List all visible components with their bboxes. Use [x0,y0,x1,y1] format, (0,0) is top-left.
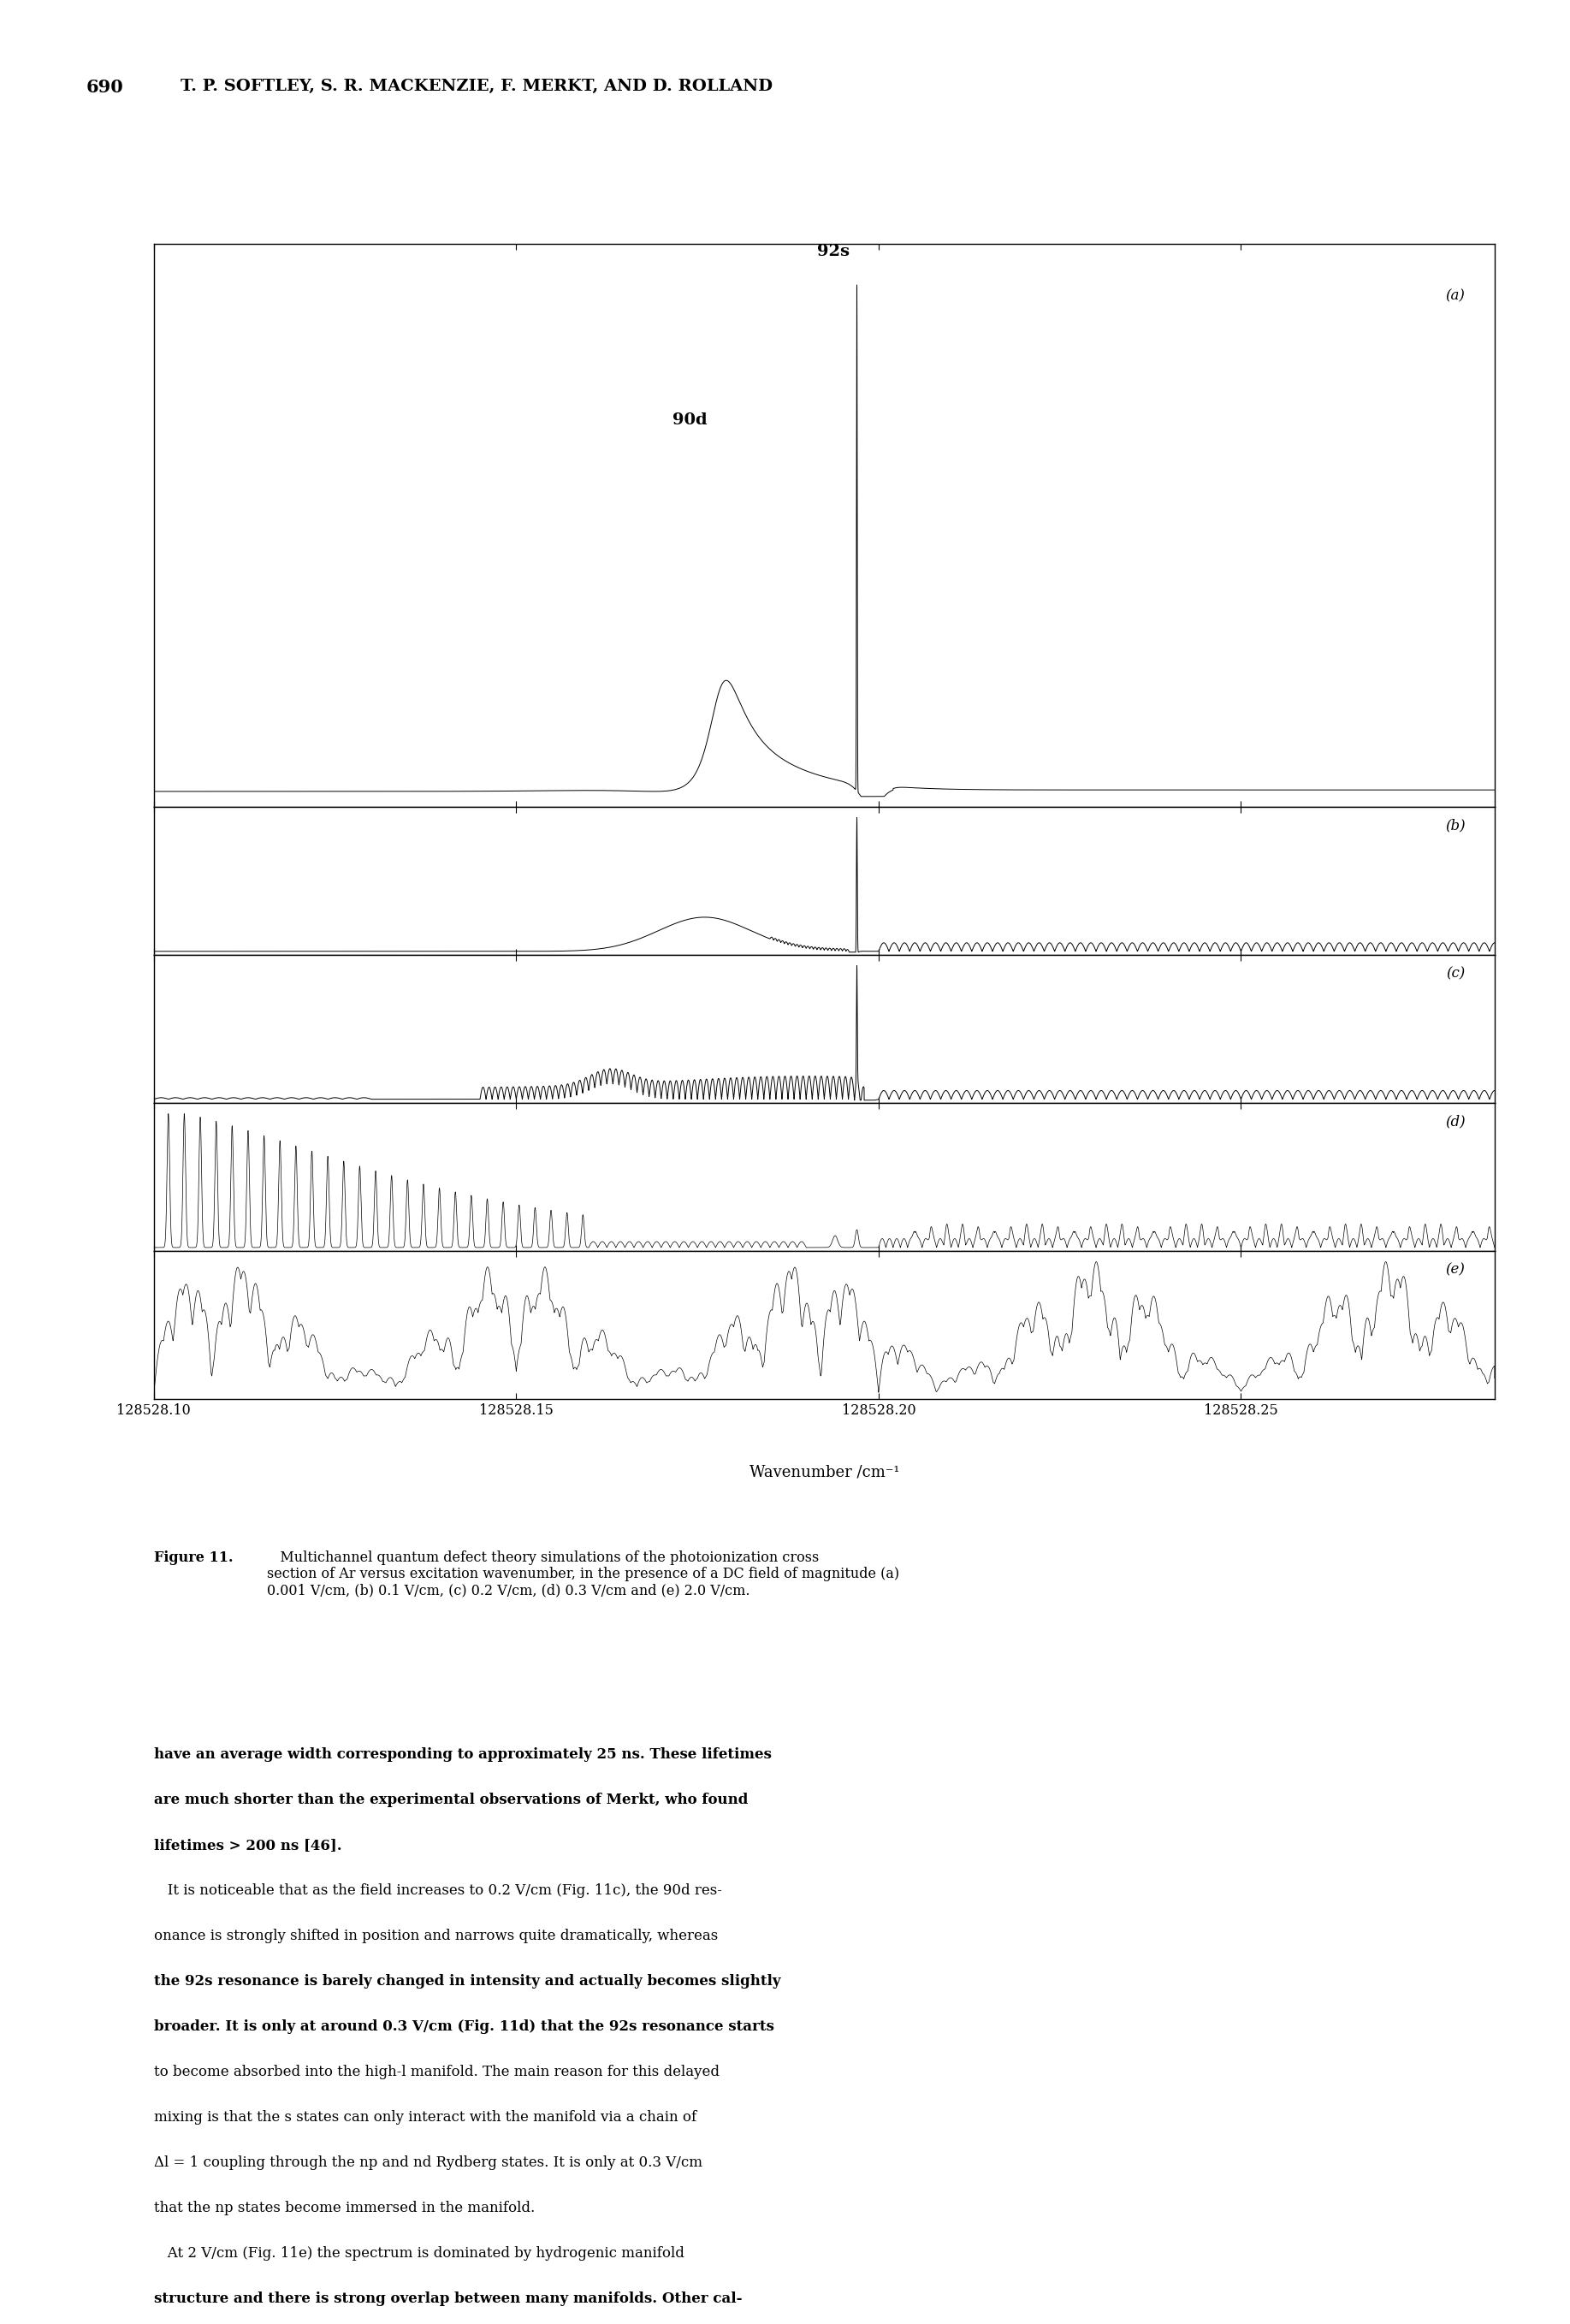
Text: are much shorter than the experimental observations of Merkt, who found: are much shorter than the experimental o… [154,1794,747,1808]
Text: Figure 11.: Figure 11. [154,1550,232,1564]
Text: broader. It is only at around 0.3 V/cm (Fig. 11d) that the 92s resonance starts: broader. It is only at around 0.3 V/cm (… [154,2020,774,2034]
Text: (c): (c) [1446,967,1465,981]
Text: onance is strongly shifted in position and narrows quite dramatically, whereas: onance is strongly shifted in position a… [154,1929,717,1943]
Text: (d): (d) [1444,1116,1465,1129]
Text: (e): (e) [1446,1262,1465,1278]
Text: (b): (b) [1444,818,1465,832]
Text: It is noticeable that as the field increases to 0.2 V/cm (Fig. 11c), the 90d res: It is noticeable that as the field incre… [154,1882,722,1899]
Text: that the np states become immersed in the manifold.: that the np states become immersed in th… [154,2201,535,2215]
Text: At 2 V/cm (Fig. 11e) the spectrum is dominated by hydrogenic manifold: At 2 V/cm (Fig. 11e) the spectrum is dom… [154,2245,685,2261]
Text: 90d: 90d [674,414,708,428]
Text: the 92s resonance is barely changed in intensity and actually becomes slightly: the 92s resonance is barely changed in i… [154,1975,780,1989]
Text: lifetimes > 200 ns [46].: lifetimes > 200 ns [46]. [154,1838,342,1852]
Text: 92s: 92s [816,244,849,260]
Text: T. P. SOFTLEY, S. R. MACKENZIE, F. MERKT, AND D. ROLLAND: T. P. SOFTLEY, S. R. MACKENZIE, F. MERKT… [181,79,772,95]
Text: Multichannel quantum defect theory simulations of the photoionization cross
sect: Multichannel quantum defect theory simul… [267,1550,900,1599]
Text: have an average width corresponding to approximately 25 ns. These lifetimes: have an average width corresponding to a… [154,1748,771,1762]
Text: mixing is that the s states can only interact with the manifold via a chain of: mixing is that the s states can only int… [154,2110,697,2124]
Text: to become absorbed into the high-l manifold. The main reason for this delayed: to become absorbed into the high-l manif… [154,2066,719,2080]
Text: (a): (a) [1446,288,1465,304]
Text: structure and there is strong overlap between many manifolds. Other cal-: structure and there is strong overlap be… [154,2291,743,2305]
Text: Wavenumber /cm⁻¹: Wavenumber /cm⁻¹ [749,1464,900,1480]
Text: Δl = 1 coupling through the np and nd Rydberg states. It is only at 0.3 V/cm: Δl = 1 coupling through the np and nd Ry… [154,2157,702,2171]
Text: 690: 690 [86,79,124,95]
